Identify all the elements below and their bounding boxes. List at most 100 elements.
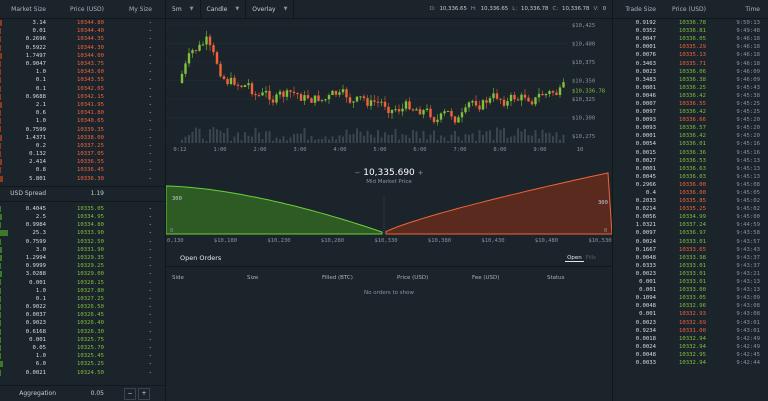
aggregation-increase-button[interactable]: + [138,387,150,400]
trade-time: 9:45:25 [736,100,760,107]
mid-price-decrease-icon[interactable]: − [354,169,361,177]
ask-row[interactable]: 5.801 10336.30 - [0,175,165,183]
ask-row[interactable]: 1.4371 10338.00 - [0,134,165,142]
bid-row[interactable]: 1.0 10325.45 - [0,352,165,360]
ask-row[interactable]: 1.7497 10344.00 - [0,52,165,60]
volume-bar [531,135,533,143]
trade-size: 0.0097 [635,230,656,237]
ohlc-readout: O: 10,336.65 H: 10,336.65 L: 10,336.78 C: 10… [429,6,612,12]
aggregation-decrease-button[interactable]: − [124,387,136,400]
ask-row[interactable]: 0.2 10337.25 - [0,142,165,150]
y-tick-label: $10,400 [572,42,595,48]
trade-price: 10336.42 [679,133,706,140]
ask-row[interactable]: 0.9047 10343.75 - [0,60,165,68]
toggle-open[interactable]: Open [565,254,584,262]
ask-row[interactable]: 0.5922 10344.30 - [0,44,165,52]
trade-price: 10335.13 [679,52,706,59]
market-size: 0.001 [29,279,46,286]
bid-row[interactable]: 0.7599 10332.50 - [0,238,165,246]
candle-body [359,96,362,98]
bid-row[interactable]: 3.0 10331.90 - [0,246,165,254]
trade-row: 0.0093 10336.57 9:45:20 [613,124,768,132]
bid-row[interactable]: 0.6168 10326.30 - [0,328,165,336]
trade-row: 0.0214 10335.25 9:45:02 [613,205,768,213]
bid-row[interactable]: 0.9984 10334.80 - [0,221,165,229]
bid-row[interactable]: 0.001 10325.75 - [0,336,165,344]
candle-body [488,98,492,103]
ask-row[interactable]: 0.01 10344.40 - [0,27,165,35]
volume-bar [510,136,512,143]
bid-row[interactable]: 3.0288 10329.00 - [0,270,165,278]
depth-chart[interactable]: 300 300 0 0 $10,130 $10,180 $10,230 $10,280 $10,… [166,166,612,246]
volume-bar [447,140,449,143]
price-chart[interactable]: $10,425 $10,400 $10,375 $10,350 $10,325 $10,3… [166,19,612,159]
bid-row[interactable]: 0.9999 10329.25 - [0,262,165,270]
ask-row[interactable]: 1.0 10343.60 - [0,68,165,76]
ask-row[interactable]: 1.0 10340.65 - [0,117,165,125]
open-orders-header: Open Orders Open Fills [166,250,612,267]
bid-row[interactable]: 0.4045 10335.05 - [0,205,165,213]
bid-row[interactable]: 0.0037 10326.45 - [0,311,165,319]
volume-bar [181,139,183,143]
trade-size: 0.3463 [635,60,656,67]
trade-row: 0.0001 10335.29 9:46:18 [613,43,768,51]
volume-bar [468,134,470,143]
trade-time: 9:42:45 [736,351,760,358]
ask-row[interactable]: 0.132 10337.05 - [0,150,165,158]
bid-row[interactable]: 0.9023 10326.40 - [0,319,165,327]
ask-row[interactable]: 2.1 10341.95 - [0,101,165,109]
mid-price-increase-icon[interactable]: + [417,169,424,177]
open-label: O: [429,6,436,12]
ask-row[interactable]: 0.8 10336.45 - [0,166,165,174]
ask-row[interactable]: 0.6 10341.80 - [0,109,165,117]
depth-bar [0,279,1,286]
x-tick-label: 1:00 [213,147,226,153]
trade-time: 9:50:13 [736,20,760,27]
trade-row: 0.0076 10335.13 9:46:18 [613,51,768,59]
candle-body [268,90,271,100]
bid-row[interactable]: 1.2994 10329.35 - [0,254,165,262]
bid-row[interactable]: 25.3 10333.90 - [0,229,165,237]
ask-row[interactable]: 0.2696 10344.35 - [0,35,165,43]
volume-value: 0 [602,6,606,12]
volume-bar [534,129,537,143]
bid-row[interactable]: 0.001 10328.15 - [0,278,165,286]
mid-market-price: − 10,335.690 + Mid Market Price [166,168,612,185]
ask-row[interactable]: 0.1 10343.55 - [0,76,165,84]
toggle-fills[interactable]: Fills [585,254,596,261]
trade-price: 10333.00 [679,287,706,294]
my-size: - [148,246,152,253]
ask-row[interactable]: 0.7599 10339.35 - [0,125,165,133]
bid-row[interactable]: 0.1 10327.25 - [0,295,165,303]
candle-body [443,111,446,114]
bid-row[interactable]: 0.05 10325.70 - [0,344,165,352]
x-tick-label: 6:00 [413,147,426,153]
bid-row[interactable]: 0.9022 10326.50 - [0,303,165,311]
bid-row[interactable]: 2.5 10334.95 - [0,213,165,221]
bid-row[interactable]: 0.0021 10324.50 - [0,369,165,377]
bid-row[interactable]: 6.0 10325.25 - [0,360,165,368]
volume-bar [419,138,421,143]
trade-size: 0.0048 [635,351,656,358]
ask-row[interactable]: 0.9688 10342.15 - [0,93,165,101]
trade-row: 0.0048 10332.96 9:43:08 [613,302,768,310]
depth-x-tick: $10,280 [321,238,344,244]
my-size: - [148,295,152,302]
depth-bar [0,159,2,166]
overlay-select[interactable]: Overlay ▼ [246,0,295,19]
chart-type-select[interactable]: Candle ▼ [201,0,247,19]
candle-body [509,94,513,102]
price: 10326.40 [77,320,104,327]
trade-time: 9:43:58 [736,230,760,237]
ask-row[interactable]: 0.1 10342.65 - [0,85,165,93]
market-size: 0.8 [35,167,46,174]
interval-select[interactable]: 5m ▼ [166,0,201,19]
volume-bar [366,130,369,143]
candle-body [327,95,331,100]
price-header: Price (USD) [69,5,104,13]
trade-time: 9:43:01 [736,327,760,334]
ask-row[interactable]: 3.14 10344.80 - [0,19,165,27]
volume-bar [275,137,278,143]
bid-row[interactable]: 1.0 10327.80 - [0,287,165,295]
ask-row[interactable]: 2.414 10336.55 - [0,158,165,166]
